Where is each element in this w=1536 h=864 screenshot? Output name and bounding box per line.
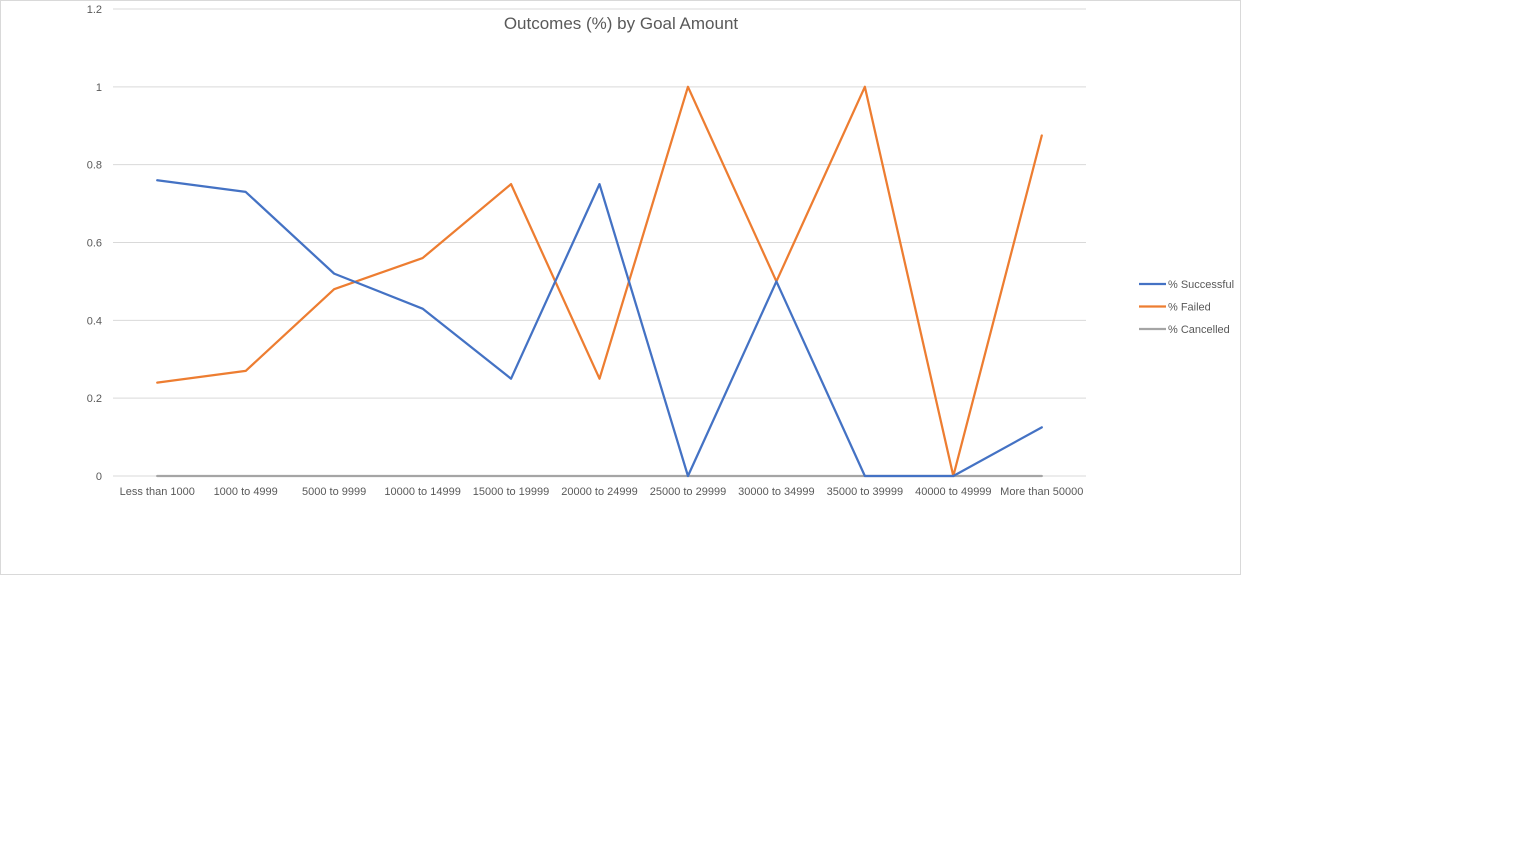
legend: % Successful % Failed % Cancelled (1139, 279, 1234, 336)
x-tick-label: 25000 to 29999 (650, 486, 726, 498)
y-tick-label: 0.2 (87, 393, 102, 405)
x-tick-label: 30000 to 34999 (738, 486, 814, 498)
x-tick-label: 10000 to 14999 (384, 486, 460, 498)
y-axis-ticks: 0 0.2 0.4 0.6 0.8 1 1.2 (87, 4, 102, 483)
x-tick-label: 5000 to 9999 (302, 486, 366, 498)
x-axis-ticks: Less than 1000 1000 to 4999 5000 to 9999 10… (120, 486, 1084, 498)
y-tick-label: 0 (96, 471, 102, 483)
legend-label: % Cancelled (1168, 324, 1230, 336)
y-tick-label: 0.4 (87, 315, 102, 327)
legend-label: % Failed (1168, 302, 1211, 314)
x-tick-label: 15000 to 19999 (473, 486, 549, 498)
y-tick-label: 0.6 (87, 238, 102, 250)
x-tick-label: More than 50000 (1000, 486, 1083, 498)
x-tick-label: 35000 to 39999 (827, 486, 903, 498)
series-line-0 (156, 179, 1043, 478)
chart-title: Outcomes (%) by Goal Amount (504, 14, 739, 33)
y-tick-label: 0.8 (87, 160, 102, 172)
line-chart: Outcomes (%) by Goal Amount 0 0.2 0.4 0.6 0.… (87, 4, 1234, 498)
y-tick-label: 1.2 (87, 4, 102, 16)
x-tick-label: 40000 to 49999 (915, 486, 991, 498)
chart-frame: Outcomes (%) by Goal Amount 0 0.2 0.4 0.6 0.… (0, 0, 1241, 575)
y-tick-label: 1 (96, 82, 102, 94)
x-tick-label: 20000 to 24999 (561, 486, 637, 498)
gridlines (113, 8, 1086, 477)
series-line-1 (156, 85, 1043, 478)
series-lines (156, 85, 1043, 478)
legend-label: % Successful (1168, 279, 1234, 291)
x-tick-label: Less than 1000 (120, 486, 195, 498)
x-tick-label: 1000 to 4999 (214, 486, 278, 498)
